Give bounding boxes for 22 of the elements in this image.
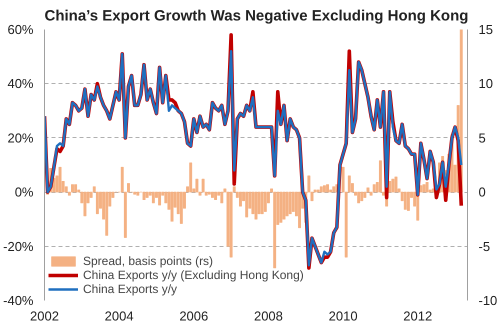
y2-tick-label: 15: [478, 22, 493, 37]
x-tick-label: 2006: [179, 308, 208, 323]
y-tick-label: 20%: [7, 130, 34, 146]
y2-tick-label: -5: [478, 238, 490, 254]
y2-tick-label: -10: [478, 293, 498, 308]
x-tick-label: 2002: [30, 308, 59, 323]
legend-label: China Exports y/y: [83, 282, 178, 296]
x-tick-label: 2012: [403, 308, 432, 323]
y2-tick-label: 5: [478, 130, 486, 146]
y-tick-label: 0%: [14, 184, 34, 200]
legend-label: Spread, basis points (rs): [83, 254, 214, 268]
legend-label: China Exports y/y (Excluding Hong Kong): [83, 268, 304, 282]
y2-tick-label: 10: [478, 76, 493, 92]
y2-tick-label: 0: [478, 184, 486, 200]
x-tick-label: 2010: [328, 308, 358, 323]
x-tick-label: 2004: [104, 308, 134, 323]
y-tick-label: 60%: [7, 22, 34, 37]
y-tick-label: -40%: [3, 293, 34, 308]
y-tick-label: 40%: [7, 76, 34, 92]
chart-title: China’s Export Growth Was Negative Excluding Hong Kong: [44, 8, 468, 24]
y-tick-label: -20%: [3, 238, 34, 254]
x-tick-label: 2008: [254, 308, 283, 323]
